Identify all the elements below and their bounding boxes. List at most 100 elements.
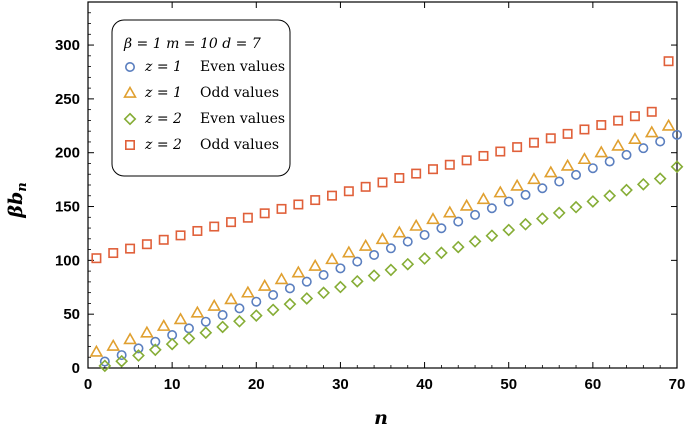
data-point (527, 172, 541, 185)
data-point (587, 163, 598, 174)
data-point (486, 203, 497, 214)
data-point (334, 280, 347, 294)
series-1 (99, 129, 682, 367)
data-point (594, 145, 609, 158)
data-point (586, 195, 600, 208)
data-point (190, 305, 205, 318)
data-point (217, 310, 228, 321)
data-point (427, 164, 438, 175)
data-point (352, 256, 363, 267)
data-point (233, 314, 246, 328)
data-point (325, 252, 339, 265)
data-point (257, 278, 272, 291)
data-point (543, 165, 558, 178)
data-point (453, 216, 464, 227)
data-point (140, 325, 154, 338)
data-point (402, 236, 413, 247)
data-point (276, 203, 287, 214)
data-point (646, 106, 657, 117)
data-point (89, 344, 104, 357)
data-point (283, 297, 297, 311)
legend-items: z = 1 Even values z = 1 Odd values z = 2 Even… (123, 59, 285, 153)
data-point (503, 196, 514, 207)
data-point (512, 142, 523, 153)
data-point (571, 169, 582, 180)
y-tick-label: 50 (63, 306, 80, 323)
data-point (242, 212, 253, 223)
y-axis-label-sub: n (15, 182, 30, 191)
data-point (670, 160, 684, 174)
legend-label-z: z = 1 (144, 59, 182, 75)
data-point (636, 177, 650, 191)
legend-header: β = 1 m = 10 d = 7 (123, 36, 261, 52)
data-point (317, 286, 330, 300)
data-point (327, 190, 338, 201)
data-point (663, 56, 674, 67)
data-point (409, 218, 423, 231)
data-point (628, 132, 642, 145)
x-tick-label: 50 (500, 376, 517, 393)
data-point (360, 181, 371, 192)
series-3 (98, 160, 684, 373)
data-point (621, 149, 632, 160)
data-point (535, 212, 549, 225)
data-point (98, 359, 112, 373)
data-point (611, 138, 625, 151)
legend-label-kind: Even values (200, 59, 285, 75)
legend-label-z: z = 2 (144, 137, 182, 153)
x-tick-label: 0 (84, 376, 92, 393)
data-point (224, 292, 238, 305)
data-point (342, 245, 356, 258)
data-point (620, 183, 633, 197)
data-point (451, 240, 465, 254)
legend-marker (123, 85, 137, 98)
legend-label-z: z = 2 (144, 111, 182, 127)
data-point (442, 205, 457, 218)
data-point (604, 156, 615, 167)
data-point (148, 343, 162, 357)
y-tick-label: 100 (55, 252, 80, 269)
data-point (435, 246, 448, 260)
data-point (510, 178, 524, 191)
data-point (461, 155, 472, 166)
data-point (249, 309, 263, 322)
data-point (552, 206, 566, 220)
data-point (234, 303, 245, 314)
y-tick-label: 200 (55, 145, 80, 162)
data-point (132, 349, 145, 362)
data-point (106, 338, 121, 351)
data-point (596, 120, 607, 131)
data-point (493, 185, 508, 198)
data-point (91, 253, 102, 264)
data-point (495, 146, 506, 157)
data-point (358, 238, 373, 251)
data-point (644, 125, 659, 138)
y-tick-label: 300 (55, 37, 80, 54)
data-point (661, 118, 676, 131)
data-point (291, 265, 306, 278)
data-point (613, 115, 624, 126)
data-point (577, 152, 592, 165)
data-point (569, 200, 583, 214)
data-point (579, 124, 590, 135)
data-point (156, 318, 171, 331)
legend-box (111, 19, 291, 177)
x-tick-label: 40 (416, 376, 433, 393)
data-point (384, 263, 398, 277)
legend-marker (125, 140, 136, 151)
data-point (655, 136, 666, 147)
data-point (150, 336, 161, 347)
data-point (308, 258, 323, 271)
data-point (418, 252, 431, 265)
data-point (545, 133, 556, 144)
x-tick-label: 30 (332, 376, 349, 393)
data-point (266, 303, 280, 317)
data-point (459, 198, 474, 211)
data-point (411, 168, 422, 179)
legend-marker (123, 112, 137, 126)
x-tick-label: 70 (669, 376, 685, 393)
data-point (125, 243, 136, 254)
data-point (226, 217, 237, 228)
data-point (116, 350, 127, 361)
data-point (394, 173, 405, 184)
